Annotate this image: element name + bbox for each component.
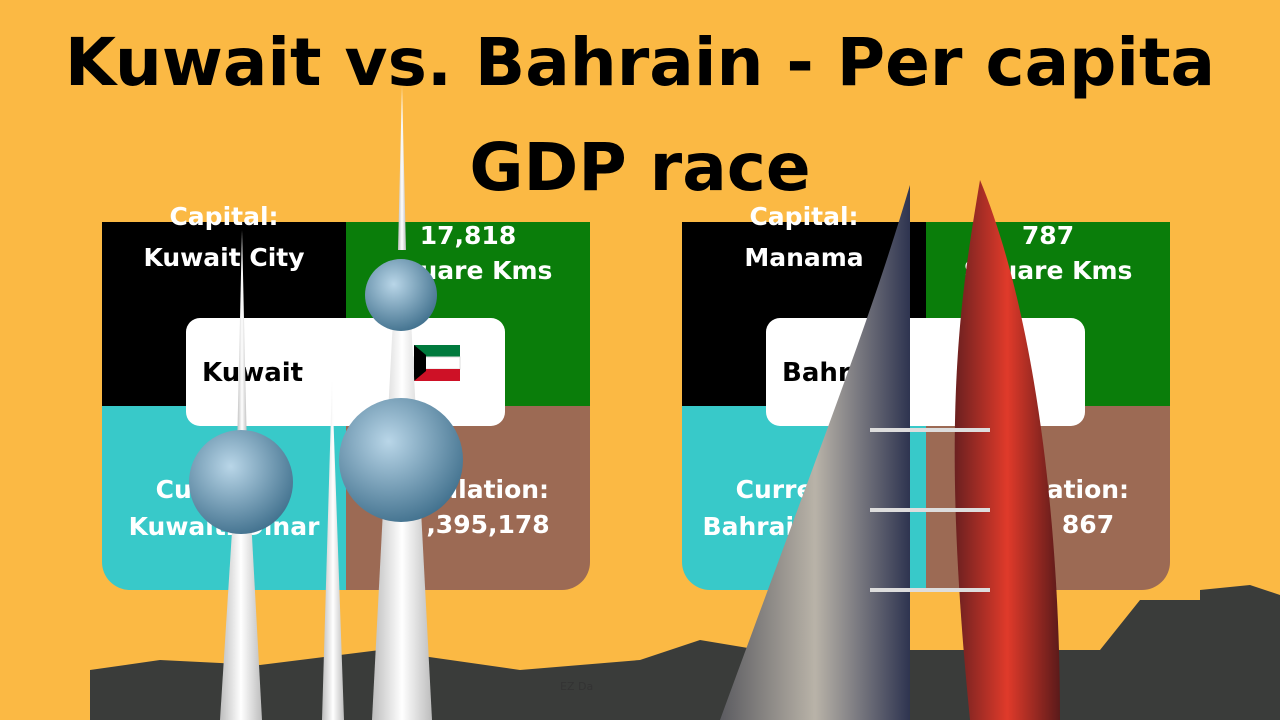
kuwait-towers	[189, 85, 463, 720]
title: Kuwait vs. Bahrain - Per capita	[65, 24, 1215, 101]
flag-green	[414, 345, 460, 357]
population: 867	[1062, 510, 1114, 539]
skyline	[90, 585, 1280, 720]
area: 787	[1022, 221, 1074, 250]
watermark: EZ Da	[560, 680, 593, 693]
capital: Manama	[744, 243, 863, 272]
population: ,395,178	[426, 510, 549, 539]
capital-label: Capital:	[749, 202, 858, 231]
capital: Kuwait City	[143, 243, 304, 272]
flag-red	[414, 369, 460, 381]
title: GDP race	[469, 129, 810, 206]
capital-label: Capital:	[169, 202, 278, 231]
area: 17,818	[420, 221, 516, 250]
country-name: Kuwait	[202, 358, 303, 388]
bahrain-towers	[720, 180, 1060, 720]
flag-black	[414, 345, 426, 381]
